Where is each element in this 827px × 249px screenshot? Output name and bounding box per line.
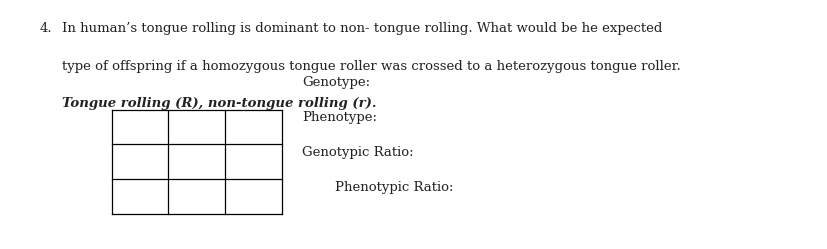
Text: Phenotypic Ratio:: Phenotypic Ratio: (335, 181, 453, 193)
Text: Tongue rolling (R), non-tongue rolling (r).: Tongue rolling (R), non-tongue rolling (… (62, 97, 376, 110)
Text: In human’s tongue rolling is dominant to non- tongue rolling. What would be he e: In human’s tongue rolling is dominant to… (62, 22, 662, 35)
Text: 4.: 4. (40, 22, 52, 35)
Text: type of offspring if a homozygous tongue roller was crossed to a heterozygous to: type of offspring if a homozygous tongue… (62, 60, 680, 73)
Text: Genotypic Ratio:: Genotypic Ratio: (302, 146, 414, 159)
Text: Genotype:: Genotype: (302, 76, 370, 89)
Text: Phenotype:: Phenotype: (302, 111, 377, 124)
